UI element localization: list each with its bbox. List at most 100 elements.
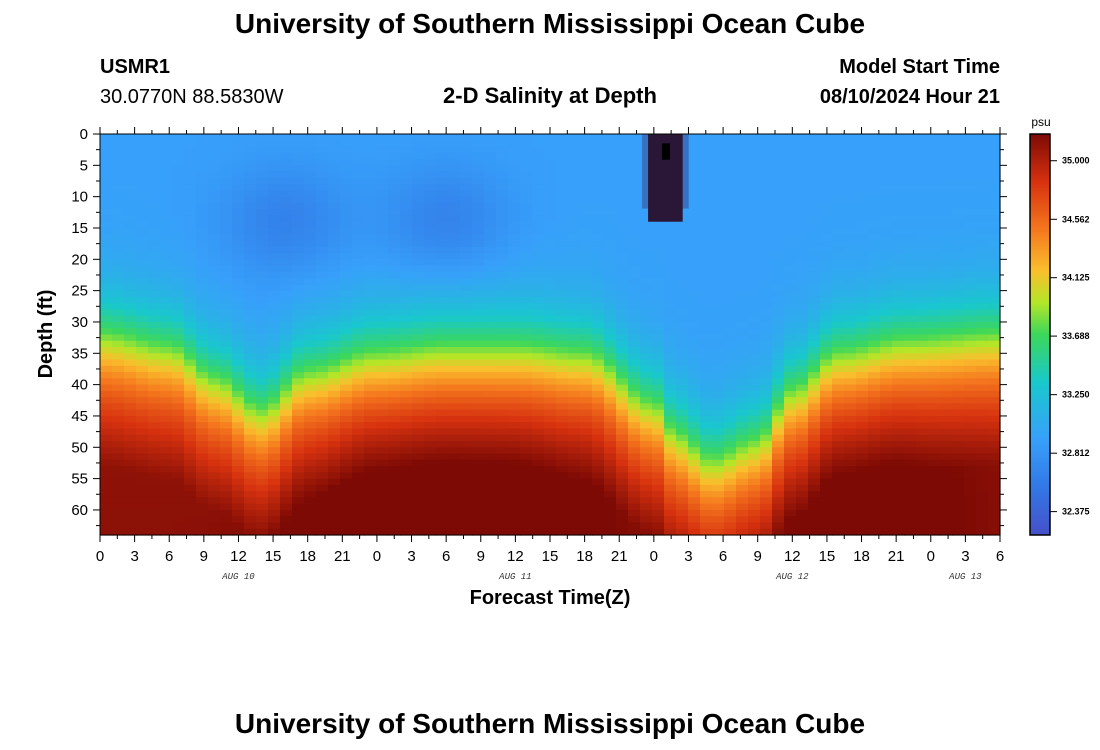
- heatmap-cell: [568, 484, 581, 492]
- heatmap-cell: [724, 159, 737, 166]
- heatmap-cell: [928, 422, 941, 430]
- heatmap-cell: [472, 265, 485, 273]
- heatmap-cell: [604, 171, 617, 179]
- heatmap-cell: [940, 472, 953, 480]
- heatmap-cell: [340, 140, 353, 148]
- heatmap-cell: [568, 528, 581, 536]
- heatmap-cell: [544, 315, 557, 323]
- heatmap-cell: [652, 422, 665, 430]
- heatmap-cell: [424, 278, 437, 285]
- heatmap-cell: [256, 497, 269, 505]
- heatmap-cell: [448, 259, 461, 267]
- heatmap-cell: [856, 359, 869, 367]
- heatmap-cell: [424, 428, 437, 436]
- heatmap-cell: [508, 296, 521, 304]
- heatmap-cell: [808, 328, 821, 336]
- heatmap-cell: [844, 134, 857, 141]
- heatmap-cell: [484, 215, 497, 223]
- heatmap-cell: [940, 428, 953, 436]
- heatmap-cell: [832, 259, 845, 267]
- heatmap-cell: [424, 202, 437, 210]
- heatmap-cell: [796, 516, 809, 524]
- heatmap-cell: [496, 472, 509, 480]
- heatmap-cell: [820, 340, 833, 348]
- heatmap-cell: [940, 303, 953, 311]
- heatmap-cell: [796, 221, 809, 229]
- heatmap-cell: [304, 422, 317, 430]
- heatmap-cell: [712, 372, 725, 379]
- heatmap-cell: [988, 365, 1001, 373]
- heatmap-cell: [268, 378, 281, 386]
- heatmap-cell: [856, 234, 869, 242]
- heatmap-cell: [556, 497, 569, 505]
- y-tick-label: 60: [71, 502, 88, 519]
- heatmap-cell: [460, 253, 473, 260]
- heatmap-cell: [640, 428, 653, 436]
- heatmap-cell: [400, 234, 413, 242]
- heatmap-cell: [604, 328, 617, 336]
- heatmap-cell: [376, 202, 389, 210]
- heatmap-cell: [736, 353, 749, 361]
- heatmap-cell: [736, 152, 749, 160]
- heatmap-cell: [112, 347, 125, 354]
- heatmap-cell: [124, 434, 137, 442]
- heatmap-cell: [232, 384, 245, 392]
- heatmap-cell: [832, 227, 845, 235]
- heatmap-cell: [772, 453, 785, 461]
- heatmap-cell: [736, 234, 749, 242]
- heatmap-cell: [748, 453, 761, 461]
- heatmap-cell: [592, 253, 605, 260]
- heatmap-cell: [196, 503, 209, 511]
- heatmap-cell: [496, 497, 509, 505]
- heatmap-cell: [424, 347, 437, 354]
- heatmap-cell: [532, 334, 545, 342]
- heatmap-cell: [400, 215, 413, 223]
- heatmap-cell: [676, 466, 689, 473]
- heatmap-cell: [748, 321, 761, 329]
- heatmap-cell: [628, 321, 641, 329]
- heatmap-cell: [376, 265, 389, 273]
- heatmap-cell: [760, 422, 773, 430]
- heatmap-cell: [604, 484, 617, 492]
- heatmap-cell: [856, 353, 869, 361]
- heatmap-cell: [436, 171, 449, 179]
- heatmap-cell: [712, 478, 725, 486]
- heatmap-cell: [892, 253, 905, 260]
- heatmap-cell: [100, 184, 113, 191]
- heatmap-cell: [304, 472, 317, 480]
- heatmap-cell: [148, 321, 161, 329]
- heatmap-cell: [940, 334, 953, 342]
- heatmap-cell: [232, 509, 245, 517]
- heatmap-cell: [280, 259, 293, 267]
- heatmap-cell: [376, 390, 389, 398]
- heatmap-cell: [112, 434, 125, 442]
- heatmap-cell: [712, 497, 725, 505]
- heatmap-cell: [304, 397, 317, 405]
- heatmap-cell: [376, 184, 389, 191]
- heatmap-cell: [172, 303, 185, 311]
- heatmap-cell: [928, 447, 941, 455]
- heatmap-cell: [364, 159, 377, 166]
- heatmap-cell: [952, 159, 965, 166]
- heatmap-cell: [292, 278, 305, 285]
- heatmap-cell: [400, 353, 413, 361]
- heatmap-cell: [748, 484, 761, 492]
- heatmap-cell: [616, 522, 629, 530]
- heatmap-cell: [316, 140, 329, 148]
- heatmap-cell: [820, 528, 833, 536]
- heatmap-cell: [244, 522, 257, 530]
- heatmap-cell: [964, 447, 977, 455]
- heatmap-cell: [892, 459, 905, 467]
- heatmap-cell: [784, 165, 797, 173]
- heatmap-cell: [424, 265, 437, 273]
- heatmap-cell: [880, 353, 893, 361]
- heatmap-cell: [160, 146, 173, 154]
- heatmap-cell: [940, 409, 953, 417]
- heatmap-cell: [760, 152, 773, 160]
- heatmap-cell: [244, 334, 257, 342]
- heatmap-cell: [112, 453, 125, 461]
- heatmap-cell: [484, 415, 497, 423]
- heatmap-cell: [244, 227, 257, 235]
- heatmap-cell: [808, 365, 821, 373]
- heatmap-cell: [148, 240, 161, 248]
